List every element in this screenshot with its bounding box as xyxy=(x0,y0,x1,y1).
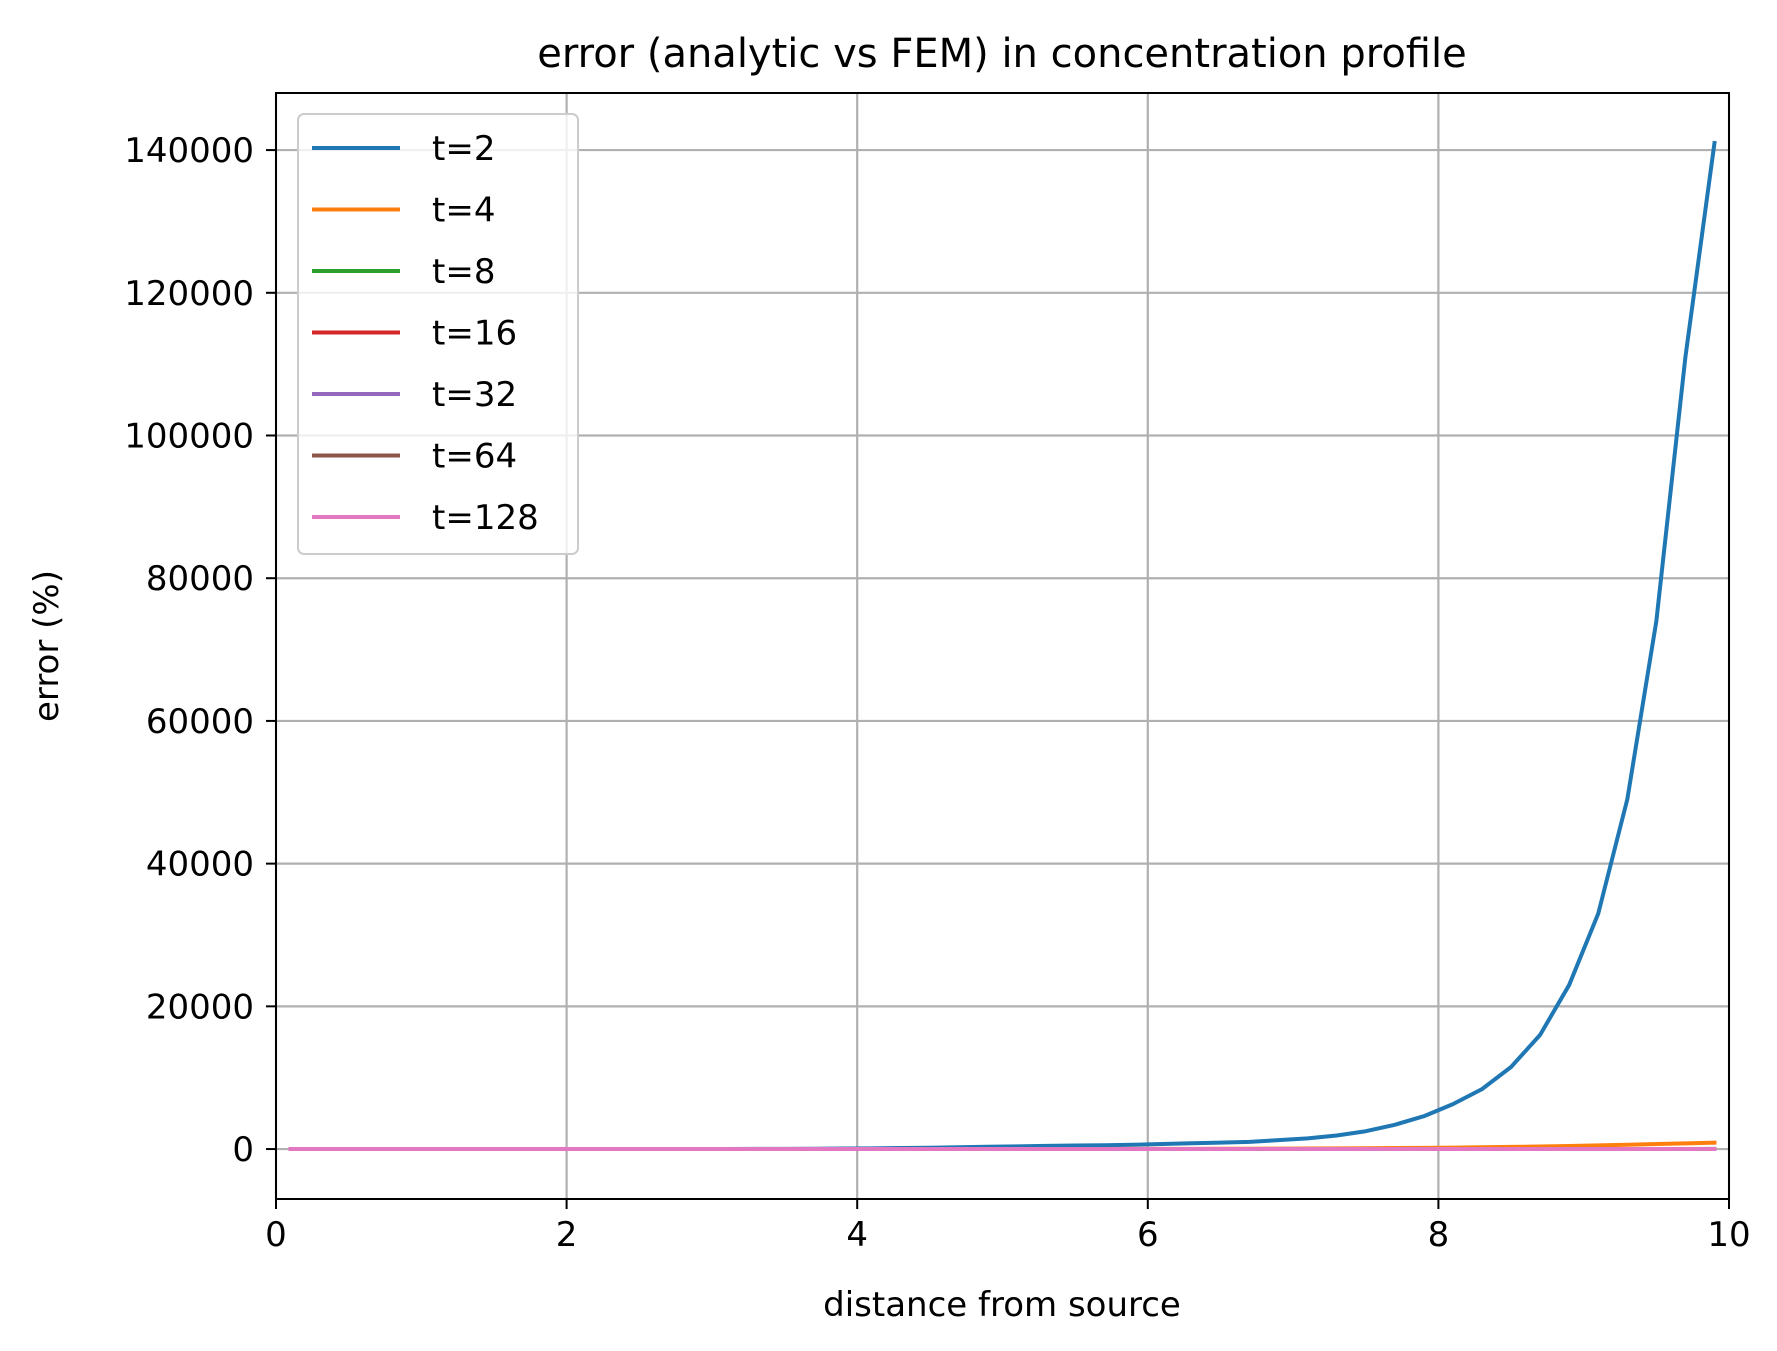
legend: t=2 t=4 t=8 t=16 t=32 t=64 t=128 xyxy=(297,113,579,555)
grid xyxy=(274,93,1731,1199)
y-tick-label: 120000 xyxy=(124,274,254,314)
axis-ticks: 0 2 4 6 8 10 0 20000 40000 60000 80000 100000 120000… xyxy=(124,131,1750,1255)
legend-box xyxy=(297,113,579,555)
x-tick-label: 8 xyxy=(1428,1215,1450,1255)
x-tick-label: 6 xyxy=(1137,1215,1159,1255)
series-lines xyxy=(288,140,1717,1152)
x-axis-label: distance from source xyxy=(823,1285,1181,1325)
legend-label: t=2 xyxy=(432,129,495,169)
y-tick-label: 80000 xyxy=(146,559,254,599)
plot-frame xyxy=(275,92,1730,1200)
x-tick-label: 2 xyxy=(556,1215,578,1255)
y-tick-label: 140000 xyxy=(124,131,254,171)
legend-label: t=64 xyxy=(432,437,517,477)
x-tick-label: 4 xyxy=(846,1215,868,1255)
x-tick-label: 0 xyxy=(265,1215,287,1255)
y-axis-label: error (%) xyxy=(27,570,67,722)
y-tick-label: 100000 xyxy=(124,417,254,457)
legend-label: t=128 xyxy=(432,498,539,538)
y-tick-label: 0 xyxy=(232,1130,254,1170)
chart-title: error (analytic vs FEM) in concentration… xyxy=(537,31,1466,77)
legend-label: t=16 xyxy=(432,314,517,354)
legend-label: t=8 xyxy=(432,252,495,292)
y-tick-label: 40000 xyxy=(146,845,254,885)
y-tick-label: 20000 xyxy=(146,987,254,1027)
legend-label: t=4 xyxy=(432,191,495,231)
legend-label: t=32 xyxy=(432,375,517,415)
y-tick-label: 60000 xyxy=(146,702,254,742)
x-tick-label: 10 xyxy=(1707,1215,1750,1255)
